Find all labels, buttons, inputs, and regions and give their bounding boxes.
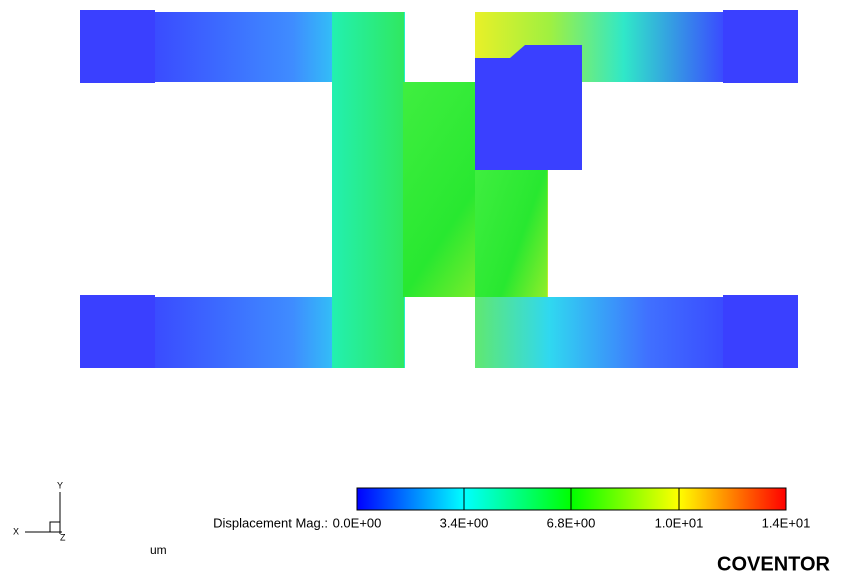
beam [475,297,723,368]
axis-label: X [13,526,19,536]
anchor [723,10,798,83]
anchor [723,295,798,368]
tick-label: 6.8E+00 [547,515,596,530]
tick-label: 0.0E+00 [333,515,382,530]
anchor [80,295,155,368]
legend-label: Displacement Mag.: [213,515,328,530]
unit: um [150,543,167,557]
brand: COVENTOR [717,553,831,574]
axis-label: Z [60,532,66,542]
tick-label: 1.4E+01 [762,515,811,530]
structure [80,10,798,368]
anchor [80,10,155,83]
tick-label: 1.0E+01 [655,515,704,530]
axis-label: Y [57,480,63,490]
tick-labels: 0.0E+00 3.4E+00 6.8E+00 1.0E+01 1.4E+01 [333,515,811,530]
tick-label: 3.4E+00 [440,515,489,530]
electrode [475,45,582,170]
triad: X Y Z [13,480,66,542]
color-legend: Displacement Mag.: 0.0E+00 3.4E+00 6.8E+00… [150,487,811,557]
column [332,12,404,368]
axis-box [49,521,61,533]
